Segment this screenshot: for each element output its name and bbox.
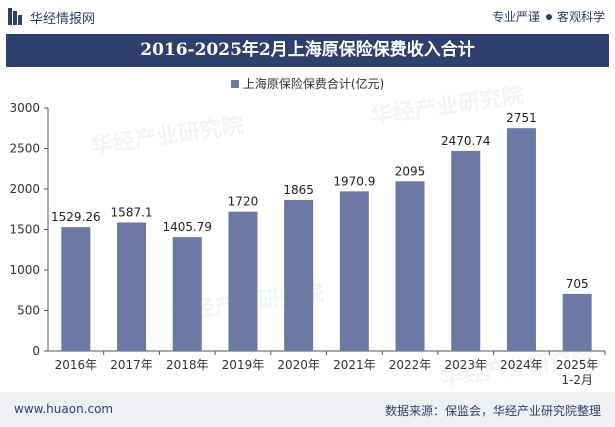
chart-legend: 上海原保险保费合计(亿元) bbox=[0, 75, 615, 92]
data-label: 1405.79 bbox=[162, 220, 212, 234]
bar bbox=[284, 199, 314, 351]
y-tick-label: 2000 bbox=[9, 182, 40, 196]
bar bbox=[172, 237, 202, 351]
slogan-dot-icon bbox=[545, 13, 552, 20]
x-tick-label: 2023年 bbox=[444, 358, 487, 372]
data-label: 1587.1 bbox=[111, 205, 153, 219]
top-header: 华经情报网 专业严谨 客观科学 bbox=[0, 0, 615, 34]
y-tick-label: 1500 bbox=[9, 223, 40, 237]
y-tick-label: 500 bbox=[17, 304, 40, 318]
data-label: 1529.26 bbox=[51, 210, 101, 224]
bar bbox=[395, 181, 425, 351]
bar bbox=[562, 293, 592, 351]
x-tick-label: 2021年 bbox=[333, 358, 376, 372]
slogan: 专业严谨 客观科学 bbox=[492, 8, 605, 25]
bar bbox=[228, 211, 258, 351]
bar bbox=[339, 191, 369, 351]
data-label: 705 bbox=[566, 277, 589, 291]
slogan-right: 客观科学 bbox=[556, 10, 605, 24]
x-tick-label: 2016年 bbox=[55, 358, 98, 372]
bar bbox=[451, 150, 481, 351]
data-label: 2470.74 bbox=[441, 134, 491, 148]
x-tick-label: 2024年 bbox=[500, 358, 543, 372]
x-tick-label: 2017年 bbox=[110, 358, 153, 372]
x-tick-label: 2019年 bbox=[222, 358, 265, 372]
footer-source: 数据来源：保监会，华经产业研究院整理 bbox=[384, 404, 601, 418]
brand-logo-icon bbox=[8, 8, 22, 25]
y-tick-label: 2500 bbox=[9, 142, 40, 156]
legend-label: 上海原保险保费合计(亿元) bbox=[242, 77, 385, 91]
x-tick-label: 2020年 bbox=[277, 358, 320, 372]
slogan-left: 专业严谨 bbox=[491, 10, 540, 24]
x-tick-label: 2022年 bbox=[389, 358, 432, 372]
legend-swatch bbox=[230, 79, 239, 88]
x-tick-label: 2025年 1-2月 bbox=[556, 358, 599, 387]
data-label: 1865 bbox=[283, 183, 314, 197]
y-tick-label: 3000 bbox=[9, 101, 40, 115]
data-label: 2751 bbox=[506, 111, 537, 125]
x-tick-label: 2018年 bbox=[166, 358, 209, 372]
data-label: 1970.9 bbox=[333, 174, 375, 188]
footer-url[interactable]: www.huaon.com bbox=[14, 402, 114, 416]
data-label: 1720 bbox=[228, 195, 259, 209]
bar bbox=[506, 128, 536, 351]
data-label: 2095 bbox=[395, 164, 426, 178]
bar bbox=[117, 222, 147, 351]
chart-title: 2016-2025年2月上海原保险保费收入合计 bbox=[6, 34, 609, 67]
bar-chart: 0 500 1000 1500 2000 2500 3000 1529.26 2016年 1587… bbox=[9, 101, 606, 387]
footer: www.huaon.com 数据来源：保监会，华经产业研究院整理 bbox=[0, 392, 615, 427]
bar bbox=[61, 227, 91, 351]
y-tick-label: 1000 bbox=[9, 263, 40, 277]
y-tick-label: 0 bbox=[32, 344, 40, 358]
brand-name: 华经情报网 bbox=[30, 12, 96, 27]
